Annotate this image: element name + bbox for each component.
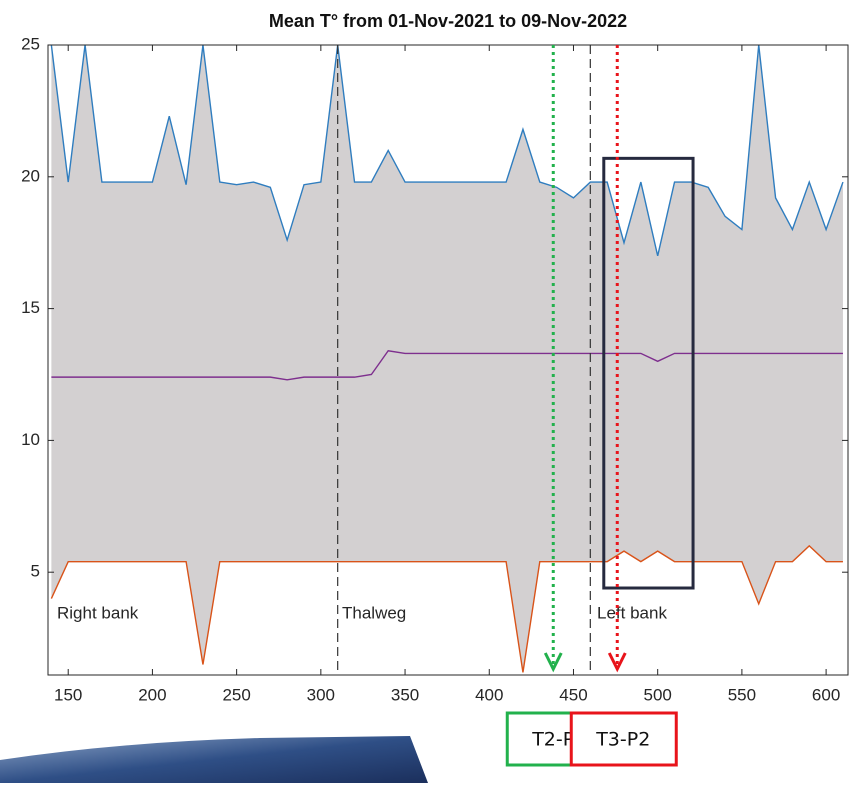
annotation: Right bank	[57, 603, 139, 622]
annotation: Left bank	[597, 603, 667, 622]
x-tick-label: 400	[475, 685, 503, 704]
arrow-label: T3-P2	[595, 729, 650, 751]
x-tick-label: 300	[307, 685, 335, 704]
x-tick-label: 450	[559, 685, 587, 704]
plot-area	[51, 45, 843, 675]
y-tick-label: 15	[21, 298, 40, 317]
y-tick-label: 25	[21, 34, 40, 53]
x-tick-label: 200	[138, 685, 166, 704]
series-line	[51, 546, 843, 673]
annotation: Thalweg	[342, 603, 406, 622]
x-tick-label: 600	[812, 685, 840, 704]
range-fill	[51, 45, 843, 672]
y-tick-label: 20	[21, 166, 40, 185]
chart: Mean T° from 01-Nov-2021 to 09-Nov-2022 …	[0, 0, 850, 783]
y-tick-label: 10	[21, 430, 40, 449]
photo-strip	[0, 736, 428, 783]
x-tick-label: 250	[222, 685, 250, 704]
y-tick-label: 5	[31, 562, 40, 581]
chart-title: Mean T° from 01-Nov-2021 to 09-Nov-2022	[269, 11, 627, 31]
x-tick-label: 150	[54, 685, 82, 704]
x-tick-label: 550	[728, 685, 756, 704]
x-tick-label: 350	[391, 685, 419, 704]
x-tick-label: 500	[643, 685, 671, 704]
